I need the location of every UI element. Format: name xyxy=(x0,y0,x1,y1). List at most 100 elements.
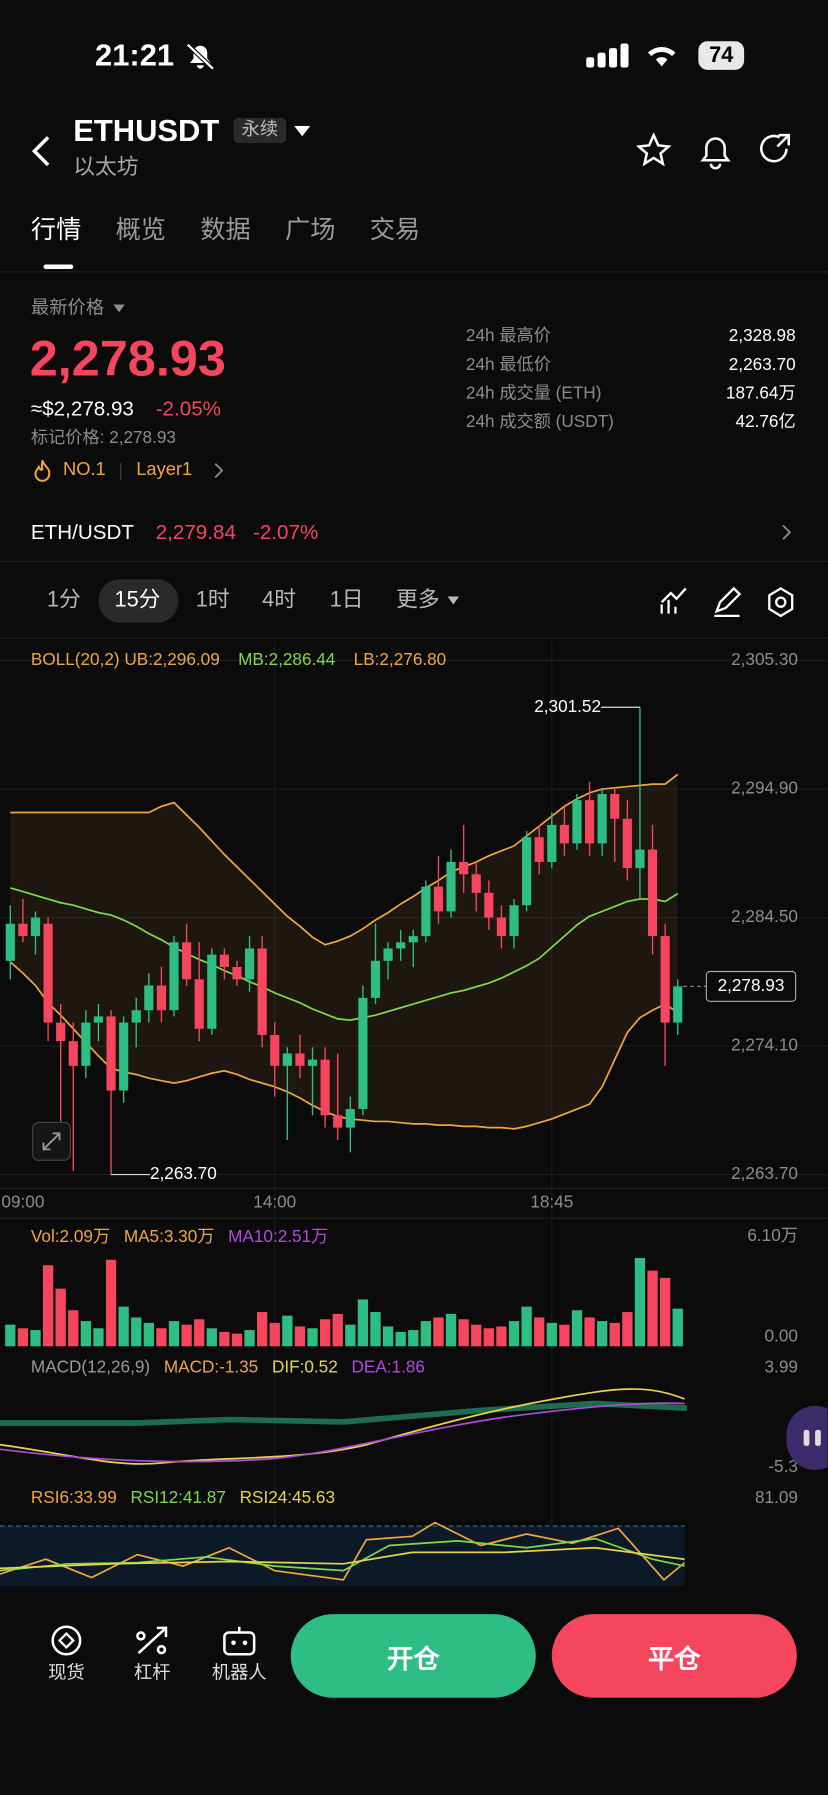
rsi24-line xyxy=(0,1546,685,1570)
volume-bar xyxy=(634,1258,646,1347)
volume-bar xyxy=(181,1324,192,1347)
interval-highlight xyxy=(98,579,179,623)
x-tick-label: 09:00 xyxy=(1,1192,44,1212)
action-label[interactable]: 机器人 xyxy=(211,1663,267,1683)
volume-bar xyxy=(269,1322,280,1347)
volume-bar xyxy=(508,1321,520,1347)
y-tick-label: 6.10万 xyxy=(747,1225,798,1245)
interval[interactable]: 更多 xyxy=(396,588,440,613)
volume-bar xyxy=(257,1312,268,1347)
candle-body xyxy=(622,818,632,869)
share-icon[interactable] xyxy=(760,133,791,163)
back-button[interactable] xyxy=(30,135,55,167)
tab[interactable]: 概览 xyxy=(115,215,167,244)
close-button[interactable]: 平仓 xyxy=(551,1614,797,1698)
volume-bar xyxy=(143,1322,154,1347)
divider xyxy=(0,560,828,563)
volume-bar xyxy=(395,1331,406,1347)
candle-body xyxy=(5,923,15,961)
volume-bar xyxy=(471,1324,482,1347)
floating-button[interactable] xyxy=(786,1405,828,1470)
signal-icon xyxy=(586,43,629,68)
spot-icon[interactable] xyxy=(48,1623,85,1657)
open-button[interactable]: 开仓 xyxy=(290,1614,536,1698)
usd-price: ≈$2,278.93 xyxy=(30,397,134,421)
candle-body xyxy=(169,942,179,1011)
flame-icon xyxy=(34,459,51,482)
legend-label: RSI24:45.63 xyxy=(240,1487,335,1507)
candle-body xyxy=(182,942,192,980)
action-label[interactable]: 杠杆 xyxy=(133,1663,171,1683)
interval[interactable]: 1分 xyxy=(46,588,81,613)
interval[interactable]: 1时 xyxy=(195,588,230,613)
interval[interactable]: 15分 xyxy=(114,588,161,613)
draw-icon[interactable] xyxy=(714,586,742,618)
volume-bar xyxy=(609,1322,620,1347)
candle-body xyxy=(673,986,683,1023)
bot-icon[interactable] xyxy=(221,1623,258,1657)
interval[interactable]: 1日 xyxy=(329,588,364,613)
settings-icon[interactable] xyxy=(768,587,794,618)
dropdown-arrow[interactable] xyxy=(294,125,311,137)
mute-icon xyxy=(186,42,215,71)
symbol[interactable]: ETHUSDT xyxy=(73,113,220,148)
candle-body xyxy=(408,936,418,943)
y-tick-label: 2,305.30 xyxy=(731,649,798,669)
favorite-icon[interactable] xyxy=(636,132,672,167)
candle-body xyxy=(370,960,381,998)
legend-label: RSI12:41.87 xyxy=(130,1487,225,1507)
y-tick-label: 0.00 xyxy=(765,1326,798,1346)
candle-body xyxy=(584,800,595,844)
candle-body xyxy=(43,923,53,1023)
candle-body xyxy=(219,954,229,967)
volume-bar xyxy=(647,1270,658,1347)
sector[interactable]: Layer1 xyxy=(136,460,193,480)
candle-body xyxy=(459,861,469,875)
volume-bar xyxy=(458,1319,469,1347)
price-label[interactable]: 最新价格 xyxy=(30,298,105,319)
candle-body xyxy=(597,793,607,844)
candle-body xyxy=(106,1016,116,1091)
tab[interactable]: 行情 xyxy=(30,215,82,244)
panels: 2,305.30 2,294.90 2,284.50 2,274.10 2,263.70… xyxy=(1,649,797,1507)
volume-bar xyxy=(68,1310,79,1347)
volume-bar xyxy=(30,1330,41,1347)
fullscreen-button[interactable] xyxy=(32,1121,71,1161)
volume-bar xyxy=(420,1321,432,1347)
battery: 74 xyxy=(698,41,745,70)
tab[interactable]: 交易 xyxy=(369,215,421,244)
candle-body xyxy=(156,985,166,1011)
legend-label: RSI6:33.99 xyxy=(31,1487,117,1507)
dropdown-arrow xyxy=(447,596,460,605)
action-label[interactable]: 现货 xyxy=(48,1663,85,1683)
header-icons xyxy=(636,132,791,170)
y-tick-label: 2,294.90 xyxy=(731,778,798,798)
tab-indicator xyxy=(43,264,74,270)
leverage-icon[interactable] xyxy=(134,1623,171,1657)
candle-body xyxy=(207,954,217,1029)
volume-bar xyxy=(17,1328,29,1347)
tab[interactable]: 广场 xyxy=(285,215,336,244)
tab[interactable]: 数据 xyxy=(200,215,251,244)
stat-value: 187.64万 xyxy=(725,383,796,403)
x-tick-label: 18:45 xyxy=(530,1192,573,1212)
rank[interactable]: NO.1 xyxy=(62,460,106,480)
candle-body xyxy=(496,917,507,937)
candle-body xyxy=(119,1022,129,1091)
interval[interactable]: 4时 xyxy=(262,588,297,613)
volume-bar xyxy=(294,1326,306,1347)
stat-value: 2,263.70 xyxy=(728,354,796,375)
candle-body xyxy=(358,997,368,1110)
chevron[interactable] xyxy=(781,524,792,540)
asset-name: 以太坊 xyxy=(73,155,139,180)
chevron xyxy=(214,462,224,479)
indicator-icon[interactable] xyxy=(660,587,687,614)
spot-pair[interactable]: ETH/USDT xyxy=(30,520,134,544)
candle-body xyxy=(232,966,242,980)
alert-icon[interactable] xyxy=(700,137,731,170)
volume-bar xyxy=(118,1306,129,1347)
volume-bar xyxy=(483,1328,494,1347)
candle-body xyxy=(307,1059,318,1066)
